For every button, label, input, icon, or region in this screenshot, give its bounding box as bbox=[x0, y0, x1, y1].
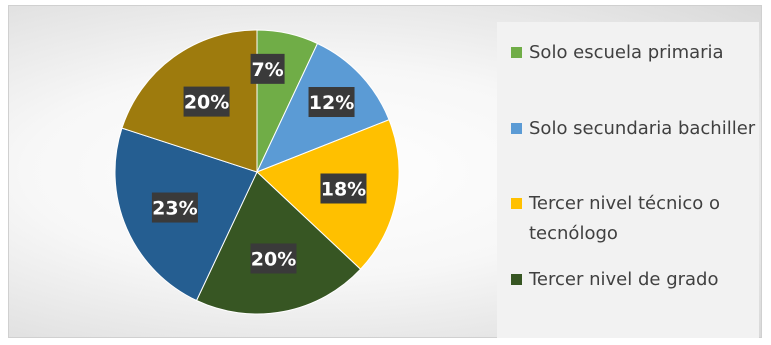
data-label-text: 20% bbox=[184, 92, 229, 114]
legend-label: Solo secundaria bachiller bbox=[529, 118, 756, 139]
data-label-text: 7% bbox=[251, 59, 283, 81]
data-label-box bbox=[250, 53, 285, 84]
legend-swatch bbox=[511, 198, 522, 209]
legend-label: Solo escuela primaria bbox=[529, 42, 724, 63]
chart-area: 7% 12% 18% 20% 23% 20% Solo escuela primaria … bbox=[8, 5, 762, 338]
legend-label: Tercer nivel técnico o tecnólogo bbox=[529, 193, 721, 244]
legend: Solo escuela primaria Solo secundaria ba… bbox=[497, 22, 759, 338]
legend-item-tercer-nivel-de-grado: Tercer nivel de grado bbox=[511, 265, 757, 295]
legend-item-tercer-nivel-tecnico: Tercer nivel técnico o tecnólogo bbox=[511, 189, 757, 249]
legend-swatch bbox=[511, 123, 522, 134]
pie-slice-tercer-nivel-de-grado bbox=[195, 171, 362, 315]
data-label-solo-secundaria-bachiller: 12% bbox=[308, 87, 355, 118]
pie-chart: 7% 12% 18% 20% 23% 20% bbox=[114, 29, 400, 315]
data-label-text: 20% bbox=[251, 248, 296, 270]
data-label-tercer-nivel-de-grado: 20% bbox=[250, 243, 297, 274]
legend-swatch bbox=[511, 47, 522, 58]
data-labels: 7% 12% 18% 20% 23% 20% bbox=[151, 53, 367, 274]
data-label-segment-5: 23% bbox=[151, 192, 198, 223]
data-label-tercer-nivel-tecnico: 18% bbox=[320, 173, 367, 204]
data-label-box bbox=[320, 173, 367, 204]
data-label-segment-6: 20% bbox=[183, 86, 230, 117]
data-label-box bbox=[183, 86, 230, 117]
data-label-box bbox=[250, 243, 297, 274]
data-label-text: 23% bbox=[152, 198, 197, 220]
legend-swatch bbox=[511, 274, 522, 285]
data-label-solo-escuela-primaria: 7% bbox=[250, 53, 285, 84]
data-label-text: 12% bbox=[309, 92, 354, 114]
data-label-text: 18% bbox=[321, 178, 366, 200]
legend-item-solo-escuela-primaria: Solo escuela primaria bbox=[511, 38, 757, 68]
data-label-box bbox=[308, 87, 355, 118]
legend-item-solo-secundaria-bachiller: Solo secundaria bachiller bbox=[511, 114, 757, 144]
data-label-box bbox=[151, 192, 198, 223]
legend-label: Tercer nivel de grado bbox=[529, 269, 719, 290]
